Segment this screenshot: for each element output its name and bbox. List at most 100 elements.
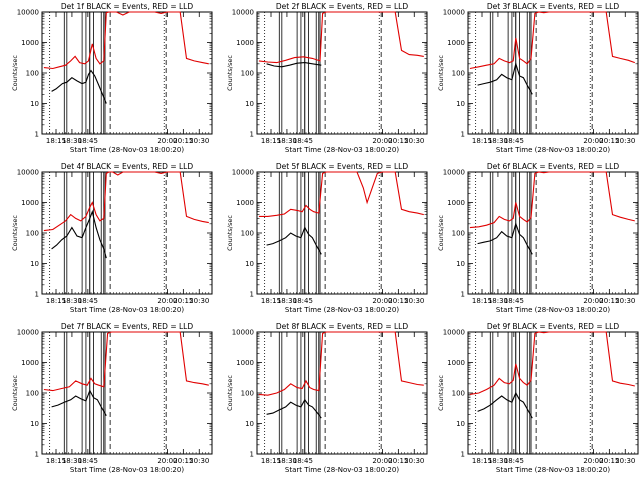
y-tick-label: 1: [461, 131, 465, 139]
series-line-events: [51, 209, 107, 259]
chart-title: Det 4f BLACK = Events, RED = LLD: [61, 162, 194, 171]
series-line-lld: [43, 171, 209, 232]
y-tick-label: 1: [461, 451, 465, 459]
series-line-events: [51, 389, 107, 416]
x-axis-label: Start Time (28-Nov-03 18:00:20): [70, 146, 184, 154]
y-axis-label: Counts/sec: [437, 55, 445, 91]
y-tick-label: 1000: [236, 199, 254, 207]
x-tick-label: 18:45: [78, 457, 98, 465]
y-tick-label: 100: [452, 230, 465, 238]
x-tick-label: 20:00: [372, 457, 392, 465]
chart-panel-4: Det 4f BLACK = Events, RED = LLD 1 10 100 10…: [11, 162, 213, 314]
y-tick-label: 10: [30, 420, 39, 428]
series-line-lld: [258, 11, 424, 64]
series-line-events: [477, 221, 533, 255]
x-tick-label: 18:15: [46, 297, 66, 305]
x-axis-label: Start Time (28-Nov-03 18:00:20): [496, 146, 610, 154]
y-tick-label: 100: [452, 390, 465, 398]
chart-panel-7: Det 7f BLACK = Events, RED = LLD 1 10 100 10…: [11, 322, 213, 474]
series-line-lld: [258, 331, 424, 396]
chart-title: Det 7f BLACK = Events, RED = LLD: [61, 322, 194, 331]
x-tick-label: 18:15: [46, 137, 66, 145]
y-tick-label: 10000: [232, 169, 254, 177]
y-axis-label: Counts/sec: [226, 55, 234, 91]
y-tick-label: 10000: [443, 9, 465, 17]
x-tick-label: 20:30: [615, 297, 635, 305]
series-line-lld: [258, 171, 424, 217]
y-tick-label: 10: [245, 100, 254, 108]
y-tick-label: 100: [26, 70, 39, 78]
x-tick-label: 18:45: [504, 137, 524, 145]
x-axis-label: Start Time (28-Nov-03 18:00:20): [285, 146, 399, 154]
x-tick-label: 18:45: [78, 297, 98, 305]
x-tick-label: 20:15: [173, 457, 193, 465]
y-tick-label: 1: [250, 131, 254, 139]
y-tick-label: 100: [241, 70, 254, 78]
y-tick-label: 1000: [21, 199, 39, 207]
x-axis-label: Start Time (28-Nov-03 18:00:20): [496, 306, 610, 314]
x-tick-label: 20:30: [404, 457, 424, 465]
y-axis-label: Counts/sec: [226, 215, 234, 251]
series-line-events: [477, 61, 533, 95]
series-line-lld: [43, 11, 209, 70]
y-tick-label: 100: [452, 70, 465, 78]
x-tick-label: 18:45: [293, 297, 313, 305]
y-tick-label: 10: [30, 260, 39, 268]
y-tick-label: 100: [241, 390, 254, 398]
x-tick-label: 18:45: [504, 297, 524, 305]
x-tick-label: 20:15: [599, 457, 619, 465]
chart-title: Det 8f BLACK = Events, RED = LLD: [276, 322, 409, 331]
y-tick-label: 100: [26, 230, 39, 238]
y-tick-label: 10000: [17, 329, 39, 337]
x-axis-label: Start Time (28-Nov-03 18:00:20): [285, 306, 399, 314]
y-axis-label: Counts/sec: [437, 375, 445, 411]
x-tick-label: 20:00: [372, 137, 392, 145]
plot-frame: [256, 11, 428, 135]
x-tick-label: 20:30: [615, 457, 635, 465]
x-tick-label: 20:15: [388, 457, 408, 465]
x-axis-label: Start Time (28-Nov-03 18:00:20): [70, 466, 184, 474]
x-tick-label: 20:30: [189, 137, 209, 145]
y-tick-label: 100: [26, 390, 39, 398]
x-tick-label: 20:00: [157, 297, 177, 305]
x-tick-label: 18:15: [261, 457, 281, 465]
y-tick-label: 1: [35, 451, 39, 459]
x-axis-label: Start Time (28-Nov-03 18:00:20): [285, 466, 399, 474]
plot-frame: [467, 331, 639, 455]
y-tick-label: 1000: [21, 39, 39, 47]
x-tick-label: 18:45: [78, 137, 98, 145]
y-tick-label: 1: [35, 131, 39, 139]
x-tick-label: 18:45: [293, 137, 313, 145]
x-tick-label: 18:30: [62, 457, 82, 465]
x-tick-label: 20:15: [388, 137, 408, 145]
series-line-lld: [469, 171, 635, 229]
x-tick-label: 20:15: [388, 297, 408, 305]
y-tick-label: 1000: [447, 199, 465, 207]
series-line-events: [266, 226, 322, 255]
chart-title: Det 9f BLACK = Events, RED = LLD: [487, 322, 620, 331]
x-tick-label: 20:00: [157, 457, 177, 465]
plot-frame: [256, 171, 428, 295]
chart-panel-1: Det 1f BLACK = Events, RED = LLD 1 10 100 10…: [11, 2, 213, 154]
x-tick-label: 18:45: [504, 457, 524, 465]
plot-frame: [41, 331, 213, 455]
x-tick-label: 18:15: [261, 297, 281, 305]
y-tick-label: 1: [35, 291, 39, 299]
y-axis-label: Counts/sec: [11, 375, 19, 411]
x-tick-label: 18:45: [293, 457, 313, 465]
x-tick-label: 20:30: [404, 137, 424, 145]
y-axis-label: Counts/sec: [226, 375, 234, 411]
x-tick-label: 18:30: [488, 297, 508, 305]
y-tick-label: 10: [245, 260, 254, 268]
series-line-lld: [469, 11, 635, 70]
x-tick-label: 20:00: [583, 137, 603, 145]
y-tick-label: 1000: [236, 359, 254, 367]
y-tick-label: 10000: [443, 169, 465, 177]
x-tick-label: 20:30: [615, 137, 635, 145]
plot-frame: [467, 11, 639, 135]
series-line-events: [477, 391, 533, 419]
x-tick-label: 18:30: [62, 297, 82, 305]
x-axis-label: Start Time (28-Nov-03 18:00:20): [70, 306, 184, 314]
y-tick-label: 10000: [232, 9, 254, 17]
